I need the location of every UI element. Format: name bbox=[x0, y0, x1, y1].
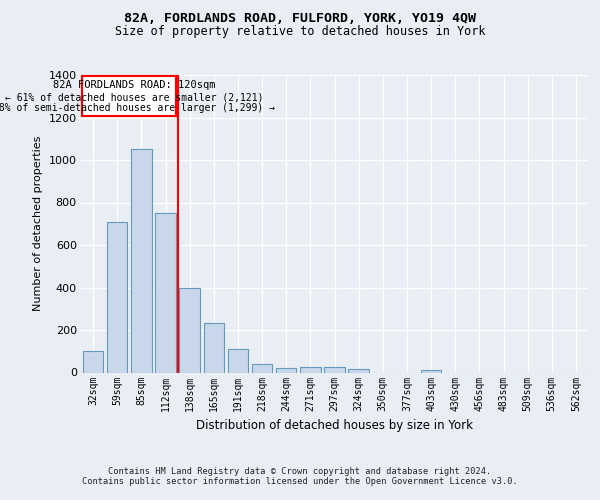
Bar bbox=[203, 322, 224, 372]
Bar bbox=[83, 351, 103, 372]
Text: ← 61% of detached houses are smaller (2,121): ← 61% of detached houses are smaller (2,… bbox=[5, 92, 263, 102]
Text: Contains public sector information licensed under the Open Government Licence v3: Contains public sector information licen… bbox=[82, 477, 518, 486]
Bar bbox=[349, 370, 369, 372]
X-axis label: Distribution of detached houses by size in York: Distribution of detached houses by size … bbox=[196, 419, 473, 432]
Bar bbox=[252, 364, 272, 372]
Bar bbox=[300, 367, 320, 372]
Bar bbox=[227, 349, 248, 372]
Bar bbox=[107, 222, 127, 372]
Bar bbox=[276, 368, 296, 372]
Bar bbox=[324, 367, 345, 372]
Y-axis label: Number of detached properties: Number of detached properties bbox=[33, 136, 43, 312]
Bar bbox=[155, 213, 176, 372]
Bar bbox=[421, 370, 442, 372]
FancyBboxPatch shape bbox=[82, 76, 176, 116]
Bar bbox=[179, 288, 200, 372]
Text: Size of property relative to detached houses in York: Size of property relative to detached ho… bbox=[115, 25, 485, 38]
Bar bbox=[131, 150, 152, 372]
Text: 82A FORDLANDS ROAD: 120sqm: 82A FORDLANDS ROAD: 120sqm bbox=[53, 80, 215, 90]
Text: 82A, FORDLANDS ROAD, FULFORD, YORK, YO19 4QW: 82A, FORDLANDS ROAD, FULFORD, YORK, YO19… bbox=[124, 12, 476, 26]
Text: 38% of semi-detached houses are larger (1,299) →: 38% of semi-detached houses are larger (… bbox=[0, 102, 275, 113]
Text: Contains HM Land Registry data © Crown copyright and database right 2024.: Contains HM Land Registry data © Crown c… bbox=[109, 467, 491, 476]
